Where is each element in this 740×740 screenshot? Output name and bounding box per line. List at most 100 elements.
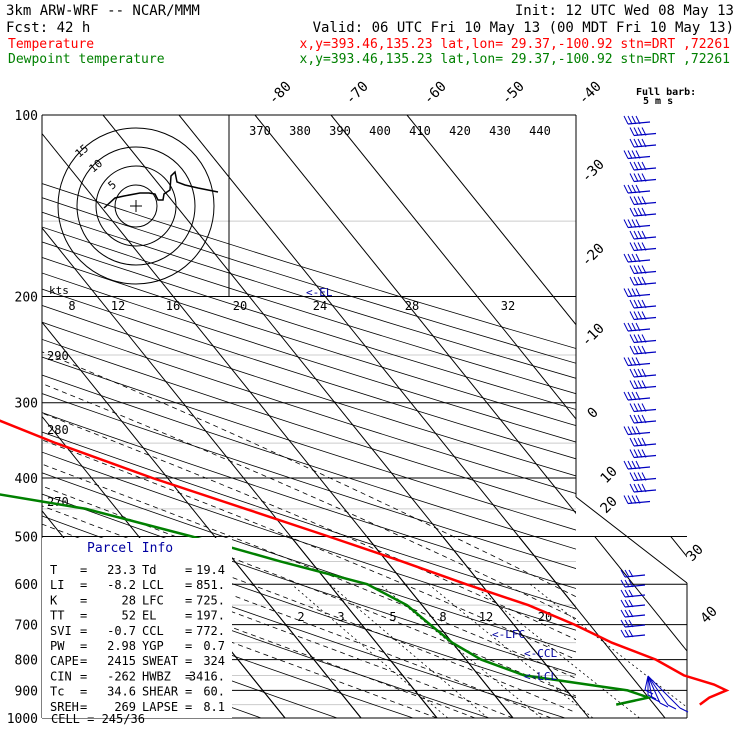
dry-adiabat-line <box>42 338 576 513</box>
wind-barb-flag <box>631 460 637 470</box>
theta-label: 440 <box>529 124 551 138</box>
wind-barb-flag <box>623 391 629 401</box>
wind-barb-flag <box>624 599 630 608</box>
parcel-value: 851. <box>196 578 225 592</box>
wind-barb-flag <box>637 138 643 148</box>
parcel-value: 2415 <box>107 654 136 668</box>
dry-adiabat-line <box>42 493 576 675</box>
wind-barb-flag <box>635 495 641 504</box>
wind-barb-flag <box>631 288 637 297</box>
parcel-eq: = <box>80 654 87 668</box>
parcel-value: 60. <box>203 685 225 699</box>
wind-barb-flag <box>633 483 639 493</box>
wind-barb-flag <box>635 115 641 125</box>
wind-barb-flag <box>629 242 635 251</box>
wind-barb-flag <box>624 579 630 588</box>
isotherm-label: -70 <box>343 79 372 108</box>
dry-adiabat-line <box>42 256 576 427</box>
wind-barb-flag <box>627 495 633 504</box>
parcel-value: 725. <box>196 593 225 607</box>
wind-barb-flag <box>641 299 647 309</box>
wind-barb-flag <box>629 403 635 412</box>
wind-barb-flag <box>633 138 639 148</box>
parcel-key: HWBZ <box>142 669 171 683</box>
speed-label: 20 <box>233 299 247 313</box>
dry-adiabat-line <box>42 321 576 495</box>
speed-label: 8 <box>68 299 75 313</box>
wind-barb-flag <box>631 115 637 125</box>
wind-barb-flag <box>633 276 639 286</box>
isotherm-line <box>594 536 687 652</box>
wind-barb-flag <box>635 150 641 159</box>
wind-barb-flag <box>641 196 647 205</box>
plot-frame <box>41 114 688 719</box>
wind-barb-flag <box>637 265 643 274</box>
parcel-eq: = <box>80 609 87 623</box>
mixing-ratio-label: 3 <box>337 610 344 624</box>
dry-adiabat-line <box>42 412 576 589</box>
dry-adiabat-line <box>42 472 576 653</box>
parcel-value: 269 <box>114 700 136 714</box>
wind-barb-flag <box>635 357 641 366</box>
pressure-label: 1000 <box>7 712 38 727</box>
parcel-eq: = <box>80 578 87 592</box>
isotherm-line <box>214 536 362 718</box>
parcel-key: LAPSE <box>142 700 178 714</box>
mixing-ratio-label: 8 <box>439 610 446 624</box>
parcel-key: PW <box>50 639 65 653</box>
wind-barb-flag <box>667 704 677 710</box>
theta-label: 400 <box>369 124 391 138</box>
theta-label: 420 <box>449 124 471 138</box>
wind-barb-flag <box>629 483 635 493</box>
parcel-value: 19.4 <box>196 563 225 577</box>
mixing-ratio-line <box>329 583 489 718</box>
parcel-eq: = <box>80 593 87 607</box>
dry-adiabat-line <box>42 226 576 395</box>
wind-barb-flag <box>623 426 629 435</box>
speed-labels: 8 12 16 20 24 28 32 <box>68 299 515 313</box>
wind-barb-flag <box>633 196 639 205</box>
wind-barb <box>647 675 669 706</box>
parcel-key: YGP <box>142 639 164 653</box>
parcel-value: 28 <box>122 593 136 607</box>
theta-label: 430 <box>489 124 511 138</box>
wind-barb-flag <box>631 391 637 401</box>
parcel-value: 324 <box>203 654 225 668</box>
wind-barb-flag <box>623 495 629 504</box>
pressure-label: 900 <box>15 684 38 699</box>
parcel-eq: = <box>185 639 192 653</box>
mixing-ratio-line <box>472 583 640 718</box>
wind-barb-flag <box>629 299 635 309</box>
wind-barb-flag <box>633 299 639 309</box>
wind-barb-flag <box>641 161 647 171</box>
wind-barb-flag <box>641 334 647 343</box>
wind-barb-flag <box>623 322 629 332</box>
wind-barb-flag <box>641 437 647 447</box>
wind-barb-flag <box>623 219 629 228</box>
pressure-label: 800 <box>15 654 38 669</box>
wind-barb-flag <box>629 265 635 274</box>
mixing-ratio-line <box>428 583 594 718</box>
parcel-key: SWEAT <box>142 654 178 668</box>
wind-barb-flag <box>631 495 637 504</box>
hodograph: 15 10 5 kts <box>49 127 219 297</box>
wind-barb-flag <box>633 161 639 171</box>
isotherm-line <box>178 115 576 609</box>
wind-barb-flag <box>627 322 633 332</box>
wind-barb-flag <box>627 115 633 125</box>
moist-adiabat-line <box>42 571 438 718</box>
wind-barb-flag <box>641 472 647 481</box>
wind-barb-flag <box>637 380 643 389</box>
hodo-ring-label: 5 <box>106 178 119 192</box>
wind-barb-flag <box>623 288 629 297</box>
isotherm-label: 10 <box>598 464 621 487</box>
pressure-label: 500 <box>15 530 38 545</box>
pressure-label: 100 <box>15 109 38 124</box>
wind-barb-flag <box>620 609 626 618</box>
parcel-key: CAPE <box>50 654 79 668</box>
wind-barb-flag <box>631 150 637 159</box>
wind-barb-flag <box>637 196 643 205</box>
parcel-info-title: Parcel Info <box>87 541 173 556</box>
